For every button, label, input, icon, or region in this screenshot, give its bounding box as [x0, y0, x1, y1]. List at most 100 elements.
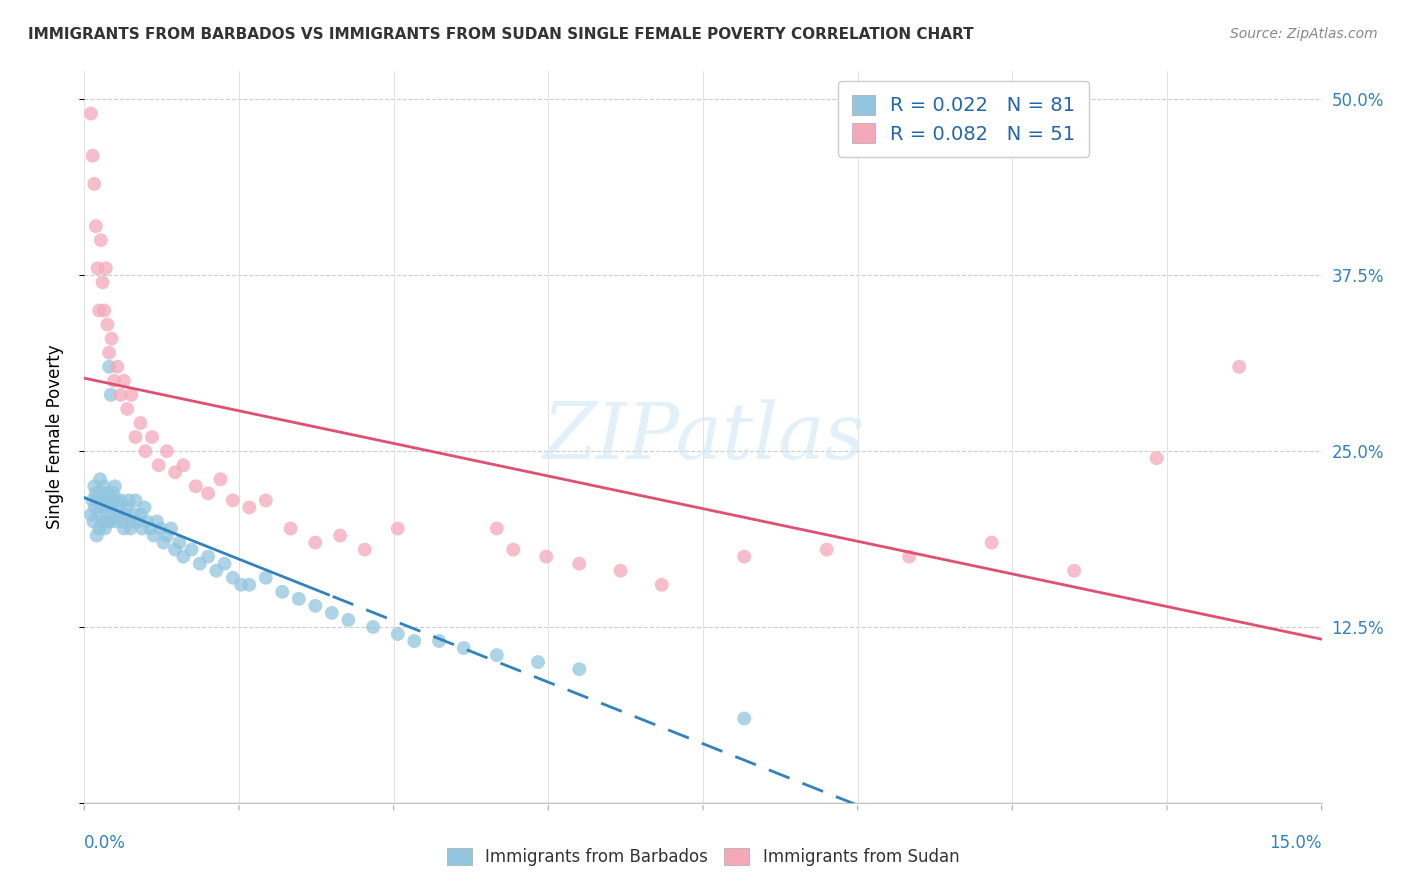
Point: [1146, 451, 1168, 466]
Point: [82, 149, 104, 163]
Point: [89, 303, 111, 318]
Point: [96, 318, 118, 332]
Point: [254, 493, 277, 508]
Point: [120, 388, 142, 402]
Point: [89, 521, 111, 535]
Point: [165, 465, 187, 479]
Point: [184, 479, 207, 493]
Point: [134, 500, 156, 515]
Point: [238, 500, 260, 515]
Text: ZIPatlas: ZIPatlas: [541, 399, 865, 475]
Point: [180, 542, 202, 557]
Point: [91, 515, 114, 529]
Point: [609, 564, 631, 578]
Point: [427, 634, 450, 648]
Point: [980, 535, 1002, 549]
Point: [160, 521, 183, 535]
Point: [103, 493, 125, 508]
Point: [651, 578, 673, 592]
Point: [254, 571, 277, 585]
Point: [527, 655, 550, 669]
Text: 0.0%: 0.0%: [84, 834, 127, 852]
Point: [90, 500, 112, 515]
Point: [112, 374, 135, 388]
Point: [112, 521, 135, 535]
Point: [134, 444, 156, 458]
Point: [120, 521, 142, 535]
Point: [280, 521, 302, 535]
Point: [110, 388, 132, 402]
Point: [90, 233, 112, 247]
Point: [387, 521, 409, 535]
Point: [148, 458, 170, 473]
Point: [139, 521, 162, 535]
Point: [127, 515, 149, 529]
Point: [98, 345, 121, 359]
Point: [124, 430, 146, 444]
Point: [188, 557, 211, 571]
Point: [197, 549, 219, 564]
Point: [86, 493, 108, 508]
Point: [97, 493, 120, 508]
Point: [733, 549, 755, 564]
Point: [105, 359, 128, 374]
Point: [104, 515, 127, 529]
Point: [94, 521, 117, 535]
Point: [353, 542, 375, 557]
Point: [304, 599, 326, 613]
Point: [80, 508, 103, 522]
Point: [404, 634, 426, 648]
Point: [91, 493, 114, 508]
Point: [93, 479, 115, 493]
Point: [222, 571, 245, 585]
Point: [121, 515, 143, 529]
Point: [103, 374, 125, 388]
Point: [337, 613, 360, 627]
Point: [96, 486, 118, 500]
Point: [229, 578, 252, 592]
Text: 15.0%: 15.0%: [1270, 834, 1322, 852]
Point: [197, 486, 219, 500]
Point: [142, 528, 165, 542]
Legend: Immigrants from Barbados, Immigrants from Sudan: Immigrants from Barbados, Immigrants fro…: [439, 840, 967, 875]
Point: [485, 521, 508, 535]
Point: [222, 493, 245, 508]
Y-axis label: Single Female Poverty: Single Female Poverty: [45, 345, 63, 529]
Point: [86, 261, 108, 276]
Point: [321, 606, 343, 620]
Point: [152, 535, 174, 549]
Point: [453, 641, 475, 656]
Legend: R = 0.022   N = 81, R = 0.082   N = 51: R = 0.022 N = 81, R = 0.082 N = 51: [838, 81, 1090, 157]
Point: [156, 528, 179, 542]
Point: [82, 515, 104, 529]
Point: [80, 106, 103, 120]
Point: [568, 662, 591, 676]
Point: [271, 584, 294, 599]
Point: [165, 542, 187, 557]
Point: [146, 515, 169, 529]
Point: [167, 535, 190, 549]
Point: [103, 486, 125, 500]
Point: [898, 549, 921, 564]
Point: [329, 528, 352, 542]
Point: [205, 564, 228, 578]
Point: [117, 500, 139, 515]
Point: [502, 542, 524, 557]
Point: [100, 500, 122, 515]
Point: [733, 711, 755, 725]
Point: [83, 479, 105, 493]
Point: [815, 542, 838, 557]
Point: [101, 508, 124, 522]
Point: [238, 578, 260, 592]
Point: [105, 493, 128, 508]
Point: [91, 276, 114, 290]
Point: [111, 515, 134, 529]
Point: [1227, 359, 1250, 374]
Point: [118, 493, 141, 508]
Point: [84, 500, 107, 515]
Point: [87, 508, 110, 522]
Point: [172, 549, 194, 564]
Point: [1063, 564, 1085, 578]
Point: [104, 479, 127, 493]
Point: [108, 500, 131, 515]
